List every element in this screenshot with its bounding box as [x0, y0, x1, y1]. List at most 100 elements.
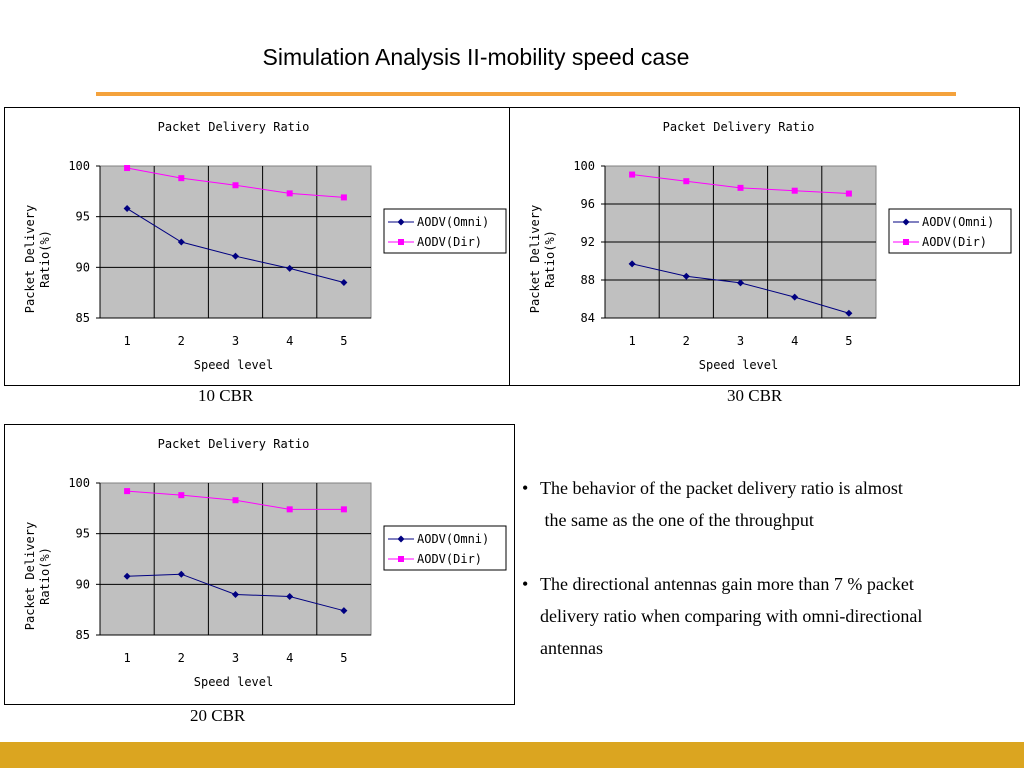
chart-20-cbr: 85 90 95 100 1 2 3 4 5 Packet Delivery Ratio Speed…: [4, 424, 515, 705]
y-axis-label: Ratio(%): [38, 547, 52, 605]
data-point: [629, 171, 636, 178]
title-underline: [96, 92, 956, 96]
y-axis-label: Packet Delivery: [23, 522, 37, 630]
data-point: [340, 194, 347, 201]
legend: [888, 208, 1012, 254]
y-tick-label: 95: [76, 210, 90, 224]
x-tick-label: 3: [232, 334, 239, 348]
y-tick-label: 100: [68, 159, 90, 173]
legend-marker: [397, 535, 405, 543]
chart-10-cbr: 85 90 95 100 1 2 3 4 5 Packet Delivery Ratio Speed…: [4, 107, 510, 386]
x-tick-label: 5: [845, 334, 852, 348]
slide-title: Simulation Analysis II-mobility speed ca…: [262, 44, 690, 70]
x-axis-label: Speed level: [699, 358, 778, 372]
legend-label: AODV(Omni): [417, 532, 489, 546]
data-point: [177, 238, 185, 246]
caption-10-cbr: 10 CBR: [198, 386, 254, 405]
legend-label: AODV(Dir): [417, 235, 482, 249]
data-point: [232, 497, 239, 504]
data-point: [286, 506, 293, 513]
legend: [383, 525, 507, 571]
x-tick-label: 4: [286, 334, 293, 348]
data-point: [845, 309, 853, 317]
y-tick-label: 85: [76, 311, 90, 325]
bullet-line: antennas: [540, 638, 603, 658]
data-point: [683, 178, 690, 185]
y-tick-label: 90: [76, 577, 90, 591]
data-point: [286, 592, 294, 600]
chart-30-cbr-svg: 84 88 92 96 100 1 2 3 4 5 Packet Delivery Ratio Spe…: [528, 120, 1012, 372]
legend-label: AODV(Omni): [922, 215, 994, 229]
data-point: [124, 165, 131, 172]
x-tick-label: 1: [628, 334, 635, 348]
bullet-item: • The directional antennas gain more tha…: [522, 568, 1012, 664]
x-tick-label: 2: [683, 334, 690, 348]
legend-label: AODV(Omni): [417, 215, 489, 229]
chart-30-cbr: 84 88 92 96 100 1 2 3 4 5 Packet Delivery Ratio Spe…: [509, 107, 1020, 386]
y-tick-label: 95: [76, 527, 90, 541]
bullet-line: the same as the one of the throughput: [540, 510, 814, 530]
data-point: [682, 272, 690, 280]
y-tick-label: 92: [581, 235, 595, 249]
bullet-list: • The behavior of the packet delivery ra…: [522, 472, 1012, 696]
plot-area: [99, 482, 372, 636]
bullet-item: • The behavior of the packet delivery ra…: [522, 472, 1012, 536]
x-axis-label: Speed level: [194, 358, 273, 372]
x-tick-label: 4: [791, 334, 798, 348]
data-point: [737, 279, 744, 287]
x-axis-label: Speed level: [194, 675, 273, 689]
data-point: [123, 572, 131, 580]
chart-title: Packet Delivery Ratio: [663, 120, 815, 134]
data-point: [340, 279, 348, 287]
legend-label: AODV(Dir): [922, 235, 987, 249]
bullet-line: The behavior of the packet delivery rati…: [540, 478, 903, 498]
plot-area: [99, 165, 372, 319]
data-point: [628, 260, 636, 268]
data-point: [232, 590, 239, 598]
legend-label: AODV(Dir): [417, 552, 482, 566]
y-axis-label: Packet Delivery: [23, 205, 37, 313]
bullet-dot: •: [522, 478, 529, 498]
legend-marker: [902, 218, 910, 226]
data-point: [232, 252, 239, 260]
chart-title: Packet Delivery Ratio: [158, 120, 310, 134]
chart-20-cbr-svg: 85 90 95 100 1 2 3 4 5 Packet Delivery Ratio Speed…: [23, 437, 507, 689]
caption-20-cbr: 20 CBR: [190, 706, 246, 725]
data-point: [178, 492, 185, 499]
y-tick-label: 96: [581, 197, 595, 211]
bullet-text: The behavior of the packet delivery rati…: [540, 472, 1012, 536]
y-tick-label: 85: [76, 628, 90, 642]
data-point: [340, 607, 348, 615]
footer-bar: [0, 742, 1024, 768]
y-tick-label: 90: [76, 260, 90, 274]
data-point: [286, 264, 294, 272]
bullet-text: The directional antennas gain more than …: [540, 568, 1012, 664]
legend-marker: [903, 239, 909, 245]
y-axis-label: Packet Delivery: [528, 205, 542, 313]
legend-marker: [397, 218, 405, 226]
bullet-line: The directional antennas gain more than …: [540, 574, 914, 594]
data-point: [737, 184, 744, 191]
data-point: [286, 190, 293, 197]
data-point: [340, 506, 347, 513]
x-tick-label: 1: [123, 334, 130, 348]
data-point: [791, 293, 799, 301]
legend: [383, 208, 507, 254]
chart-10-cbr-svg: 85 90 95 100 1 2 3 4 5 Packet Delivery Ratio Speed…: [23, 120, 507, 372]
y-axis-label: Ratio(%): [543, 230, 557, 288]
legend-marker: [398, 556, 404, 562]
chart-title: Packet Delivery Ratio: [158, 437, 310, 451]
data-point: [124, 488, 131, 495]
x-tick-label: 5: [340, 651, 347, 665]
y-axis-label: Ratio(%): [38, 230, 52, 288]
y-tick-label: 100: [68, 476, 90, 490]
x-tick-label: 2: [178, 651, 185, 665]
legend-marker: [398, 239, 404, 245]
data-point: [845, 190, 852, 197]
data-point: [791, 187, 798, 194]
data-point: [232, 182, 239, 189]
x-tick-label: 1: [123, 651, 130, 665]
x-tick-label: 2: [178, 334, 185, 348]
data-point: [178, 175, 185, 182]
y-tick-label: 88: [581, 273, 595, 287]
